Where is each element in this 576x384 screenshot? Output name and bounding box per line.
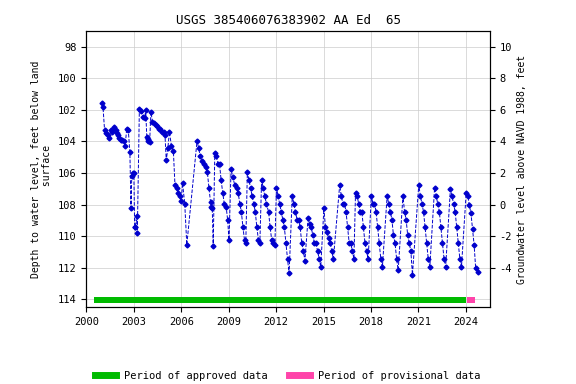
Y-axis label: Depth to water level, feet below land
 surface: Depth to water level, feet below land su… [31,60,52,278]
Bar [467,297,475,303]
Legend: Period of approved data, Period of provisional data: Period of approved data, Period of provi… [91,367,485,384]
Y-axis label: Groundwater level above NAVD 1988, feet: Groundwater level above NAVD 1988, feet [517,55,528,283]
Bar [93,297,466,303]
Title: USGS 385406076383902 AA Ed  65: USGS 385406076383902 AA Ed 65 [176,14,400,27]
